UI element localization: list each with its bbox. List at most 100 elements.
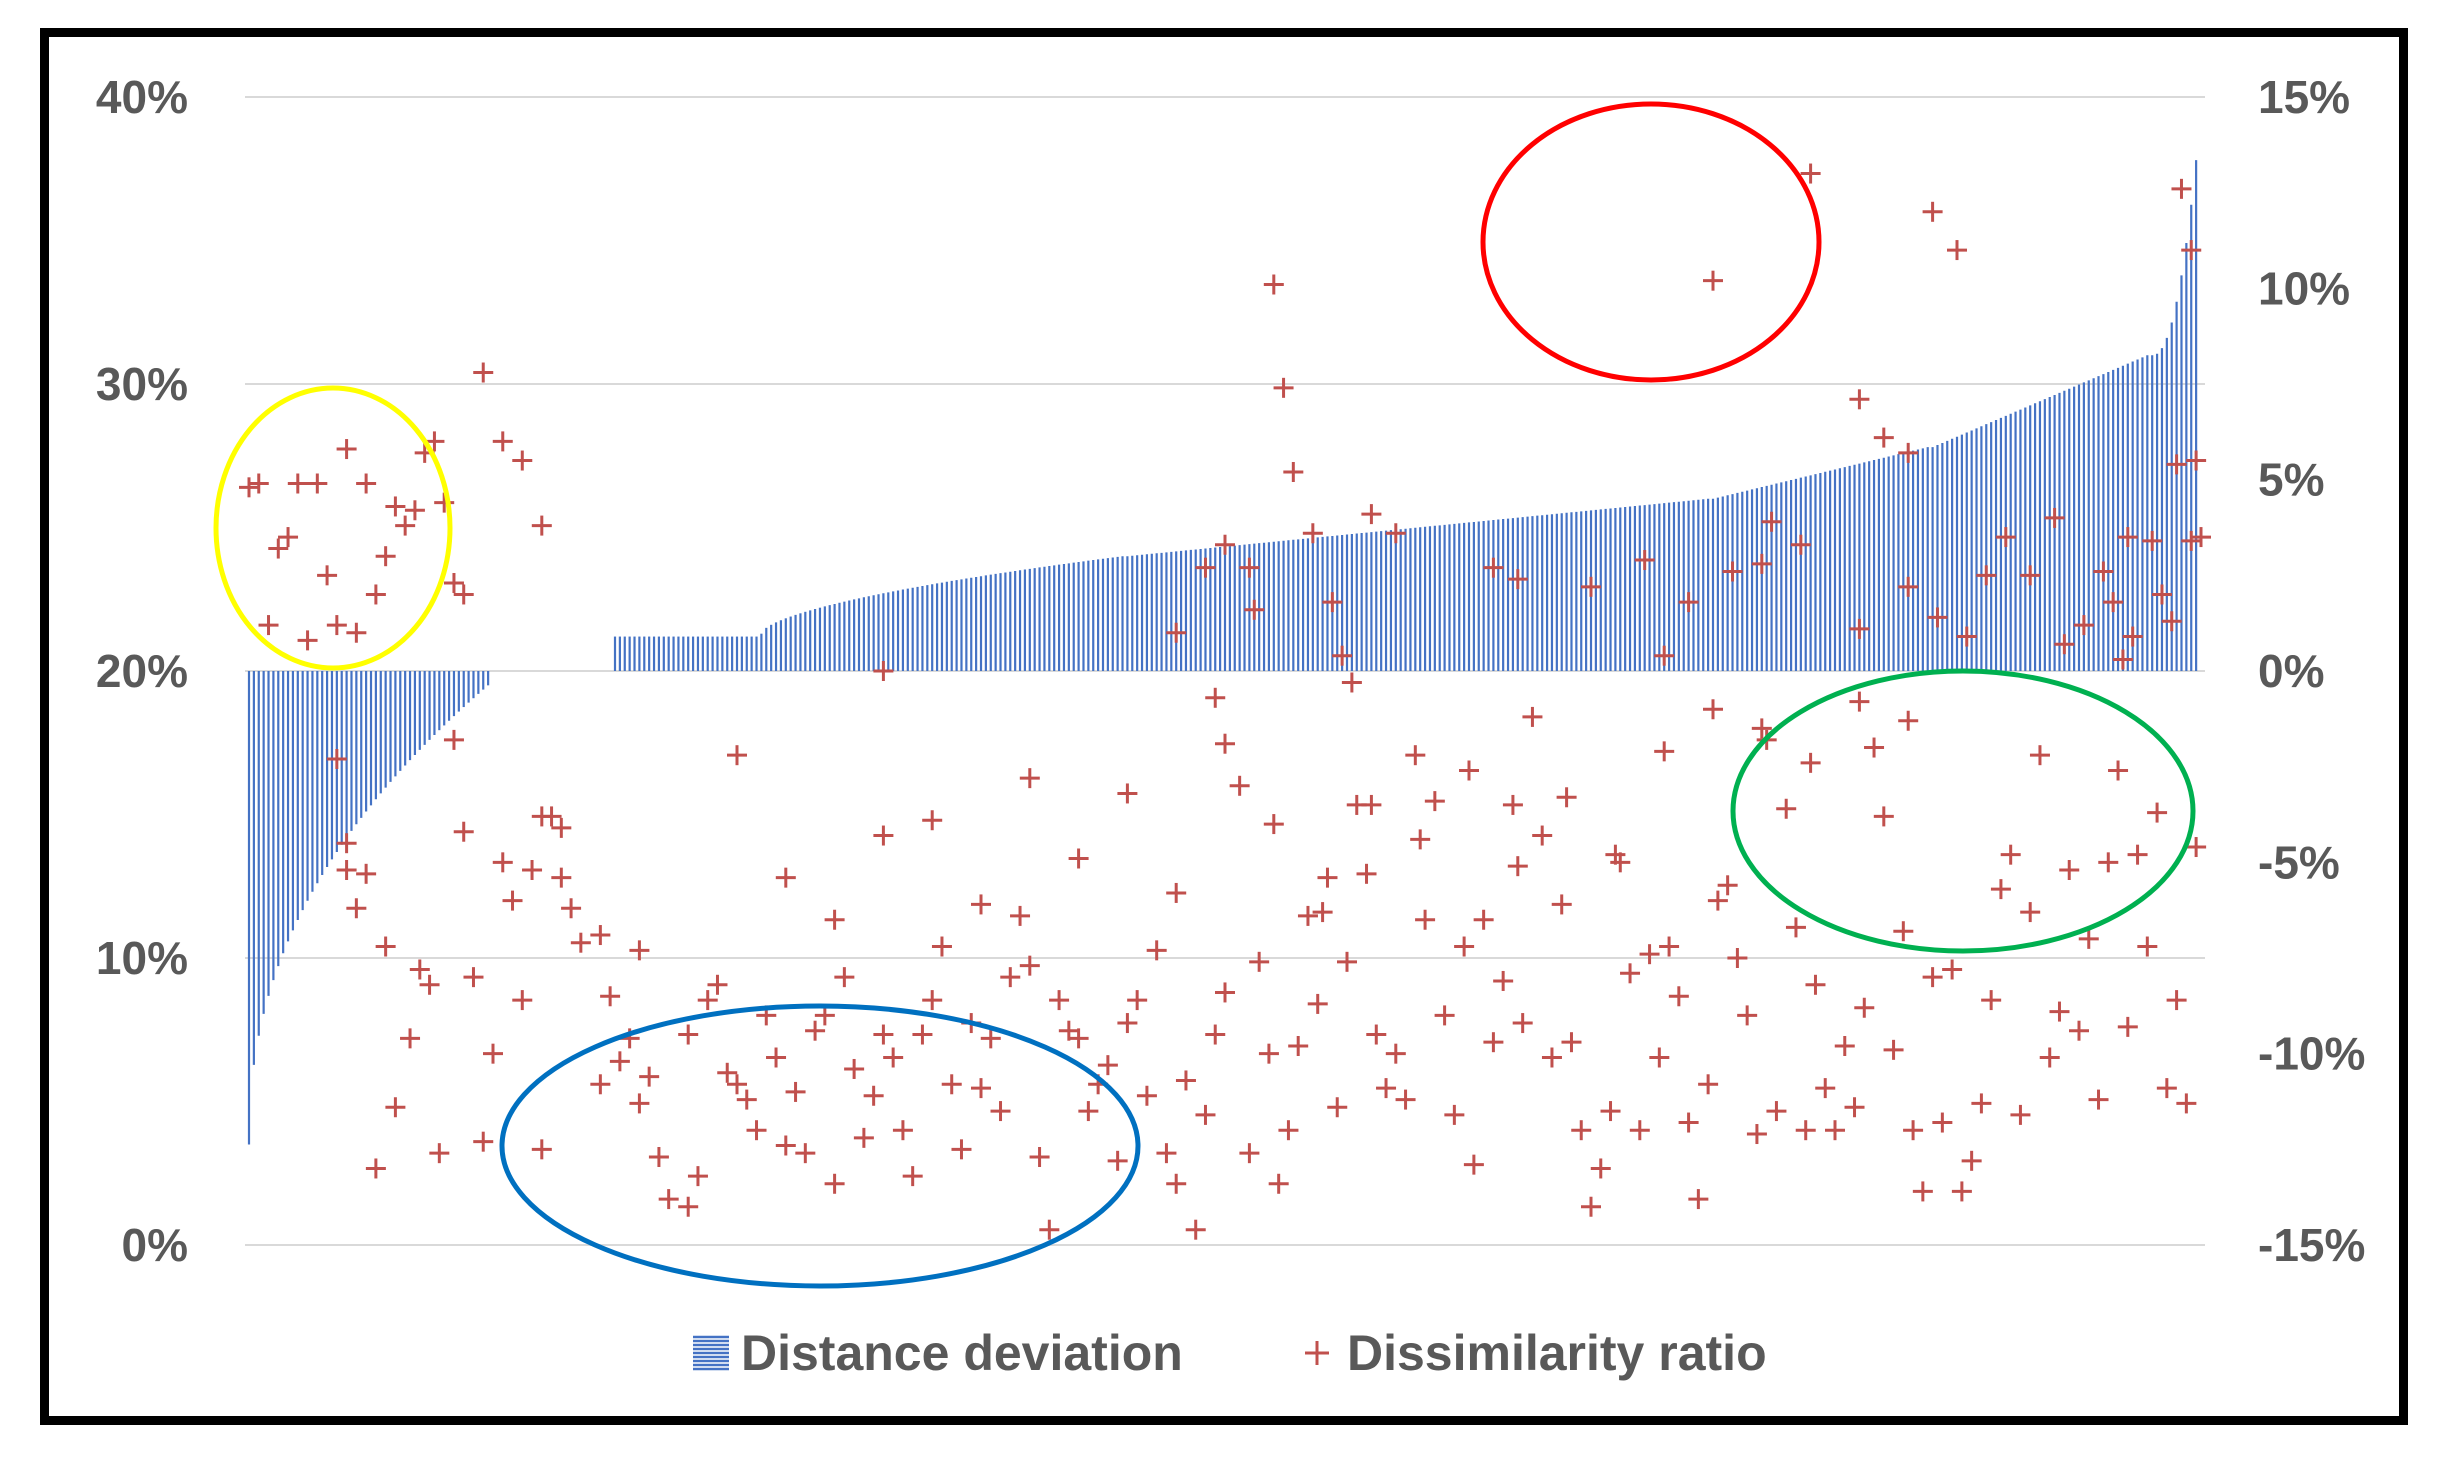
point (2161, 611, 2182, 632)
point (2112, 649, 2133, 670)
point (1590, 1158, 1611, 1179)
point (1551, 894, 1572, 915)
point (1600, 1101, 1621, 1122)
point (1283, 462, 1304, 483)
point (1556, 787, 1577, 808)
point (248, 473, 269, 494)
point (1717, 875, 1738, 896)
point (795, 1143, 816, 1164)
point (1849, 691, 1870, 712)
point (531, 806, 552, 827)
point (1766, 1101, 1787, 1122)
point (1434, 1005, 1455, 1026)
point (2147, 802, 2168, 823)
point (1903, 1120, 1924, 1141)
point (1175, 1070, 1196, 1091)
point (678, 1196, 699, 1217)
point (639, 1066, 660, 1087)
point (1785, 917, 1806, 938)
point (336, 439, 357, 460)
point (1893, 921, 1914, 942)
point (463, 967, 484, 988)
point (1146, 940, 1167, 961)
point (278, 527, 299, 548)
point (1507, 856, 1528, 877)
point (1912, 1181, 1933, 1202)
point (1483, 1032, 1504, 1053)
point (1849, 618, 1870, 639)
point (2078, 928, 2099, 949)
point (1571, 1120, 1592, 1141)
point (678, 1024, 699, 1045)
point (2122, 626, 2143, 647)
point (873, 661, 894, 681)
point (1795, 1120, 1816, 1141)
point (1376, 1078, 1397, 1099)
point (1581, 576, 1601, 597)
point (1337, 951, 1357, 972)
point (2151, 584, 2172, 605)
point (1678, 592, 1699, 613)
point (512, 990, 533, 1011)
point (1512, 1013, 1533, 1034)
point (648, 1146, 669, 1167)
point (2000, 844, 2021, 865)
point (727, 1074, 747, 1095)
point (395, 515, 416, 536)
point (2088, 1089, 2109, 1110)
right-tick-label: -10% (2258, 1028, 2365, 1080)
gridlines (245, 96, 2205, 1246)
point (1185, 1219, 1206, 1240)
legend: Distance deviation Dissimilarity ratio (693, 1325, 1767, 1381)
point (1273, 377, 1294, 398)
left-tick-label: 20% (96, 645, 188, 697)
point (561, 898, 582, 919)
point (2181, 240, 2202, 261)
right-tick-label: -5% (2258, 836, 2340, 888)
point (1166, 882, 1187, 903)
point (287, 473, 308, 494)
point (1361, 794, 1382, 815)
point (434, 492, 455, 513)
point (1239, 1143, 1260, 1164)
point (1385, 523, 1406, 544)
right-axis-ticks: 15% 10% 5% 0% -5% -10% -15% (2258, 71, 2365, 1271)
point (1405, 745, 1426, 766)
point (2166, 990, 2187, 1011)
point (492, 431, 513, 452)
point (2010, 1104, 2031, 1125)
point (2166, 454, 2187, 475)
point (1229, 775, 1250, 796)
point (1215, 534, 1235, 555)
point (1327, 1097, 1348, 1118)
right-tick-label: 15% (2258, 71, 2350, 123)
point (1654, 741, 1675, 762)
left-tick-label: 40% (96, 71, 188, 123)
point (1317, 867, 1338, 888)
point (2142, 530, 2163, 551)
point (1634, 550, 1655, 571)
point (1356, 863, 1377, 884)
point (356, 863, 377, 884)
point (658, 1189, 679, 1210)
point (766, 1047, 787, 1068)
point (551, 867, 572, 888)
point (912, 1024, 933, 1045)
left-tick-label: 10% (96, 932, 188, 984)
point (931, 936, 952, 957)
point (375, 546, 396, 567)
right-tick-label: 5% (2258, 454, 2324, 506)
point (1195, 557, 1216, 578)
point (1361, 504, 1382, 525)
point (1703, 270, 1723, 291)
point (307, 473, 328, 494)
point (1166, 622, 1187, 643)
point (512, 450, 533, 471)
point (697, 990, 718, 1011)
point (922, 990, 943, 1011)
point (1873, 427, 1894, 448)
point (1097, 1055, 1118, 1076)
point (1951, 1181, 1972, 1202)
point (1156, 1143, 1177, 1164)
point (1502, 794, 1523, 815)
